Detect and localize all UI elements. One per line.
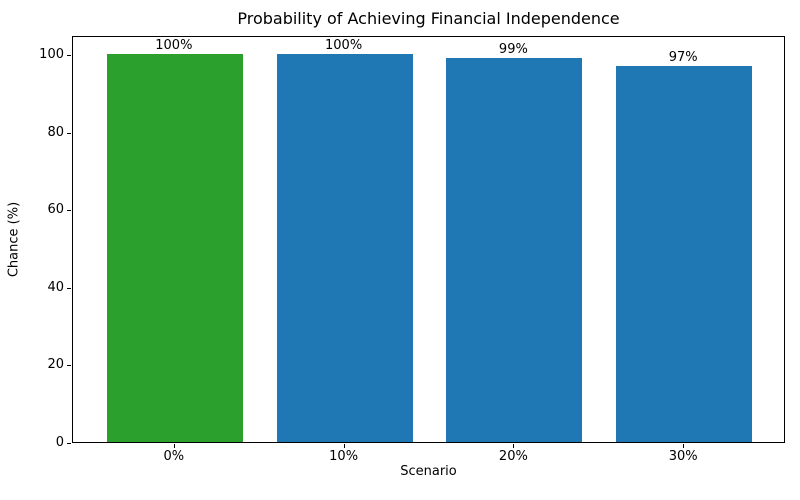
bar-value-label: 100% bbox=[155, 38, 193, 54]
bar bbox=[446, 58, 583, 442]
y-tick-mark bbox=[67, 287, 71, 289]
y-tick-mark bbox=[67, 365, 71, 367]
y-tick-mark bbox=[67, 55, 71, 57]
y-tick-label: 60 bbox=[47, 202, 64, 218]
bar bbox=[616, 66, 753, 442]
y-tick-label: 80 bbox=[47, 124, 64, 140]
x-tick-mark bbox=[173, 444, 175, 448]
bar bbox=[106, 54, 243, 442]
y-tick-mark bbox=[67, 443, 71, 444]
x-tick-label: 10% bbox=[329, 449, 359, 464]
y-axis-label: Chance (%) bbox=[6, 201, 22, 278]
x-tick-label: 30% bbox=[668, 449, 698, 464]
x-tick-mark bbox=[683, 444, 685, 448]
chart-title: Probability of Achieving Financial Indep… bbox=[237, 9, 620, 28]
x-tick-label: 20% bbox=[498, 449, 528, 464]
bar-value-label: 99% bbox=[498, 42, 528, 58]
bar-value-label: 97% bbox=[668, 50, 698, 65]
y-tick-label: 40 bbox=[47, 279, 64, 295]
y-tick-label: 100 bbox=[39, 47, 64, 63]
y-tick-mark bbox=[67, 132, 71, 134]
y-tick-label: 0 bbox=[55, 435, 64, 450]
y-tick-mark bbox=[67, 210, 71, 212]
x-axis-label: Scenario bbox=[400, 464, 457, 479]
bar bbox=[276, 54, 413, 442]
plot-area bbox=[72, 36, 785, 443]
x-tick-mark bbox=[343, 444, 345, 448]
y-tick-label: 20 bbox=[47, 357, 64, 373]
x-tick-label: 0% bbox=[163, 449, 185, 464]
x-tick-mark bbox=[513, 444, 515, 448]
bar-value-label: 100% bbox=[325, 38, 363, 54]
